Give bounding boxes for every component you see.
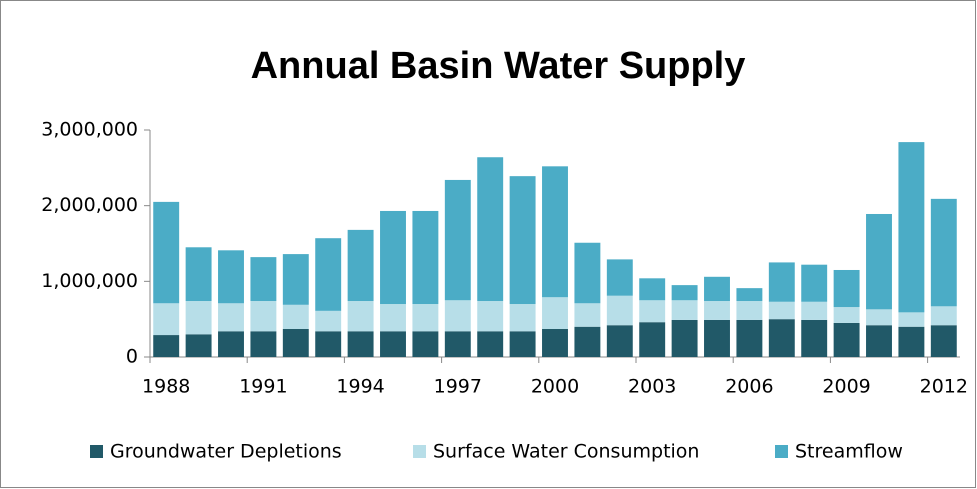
- bar-segment: [282, 304, 309, 330]
- bar-segment: [833, 269, 860, 308]
- bar-segment: [477, 157, 504, 302]
- bar-segment: [347, 229, 374, 302]
- bar-segment: [412, 304, 439, 332]
- bar-segment: [898, 312, 925, 327]
- bar-segment: [866, 213, 892, 310]
- chart-title: Annual Basin Water Supply: [251, 45, 746, 87]
- bar-segment: [833, 322, 860, 357]
- bar-segment: [574, 303, 601, 327]
- y-tick-label: 2,000,000: [41, 194, 138, 216]
- bar-segment: [444, 300, 471, 332]
- bar-segment: [930, 325, 957, 357]
- bar-segment: [930, 198, 957, 307]
- bar-segment: [185, 301, 212, 335]
- legend-swatch: [413, 445, 426, 458]
- legend-swatch: [775, 445, 788, 458]
- bar-segment: [639, 300, 666, 323]
- legend-label: Groundwater Depletions: [110, 441, 342, 463]
- x-tick-label: 2006: [725, 376, 773, 398]
- y-tick-label: 3,000,000: [41, 119, 138, 141]
- bar-segment: [315, 331, 342, 357]
- bar-segment: [347, 301, 374, 332]
- bar-segment: [606, 259, 633, 296]
- legend-swatch: [90, 445, 103, 458]
- legend-label: Streamflow: [795, 441, 903, 463]
- x-tick-label: 2012: [920, 376, 968, 398]
- bar-segment: [315, 310, 342, 332]
- bar-segment: [574, 326, 601, 357]
- bar-segment: [509, 176, 536, 305]
- bar-segment: [606, 295, 633, 326]
- bar-segment: [866, 325, 892, 357]
- bar-segment: [639, 278, 666, 301]
- bar-segment: [671, 285, 698, 301]
- bar-segment: [898, 142, 925, 313]
- bar-segment: [477, 331, 504, 357]
- bar-segment: [704, 301, 730, 320]
- bar-segment: [704, 319, 730, 357]
- bar-segment: [444, 331, 471, 357]
- bar-segment: [380, 331, 406, 357]
- bar-segment: [250, 257, 277, 302]
- bar-segment: [153, 303, 180, 336]
- bar-segment: [898, 326, 925, 357]
- bar-segment: [801, 301, 828, 320]
- x-tick-label: 1988: [142, 376, 190, 398]
- x-tick-label: 2000: [531, 376, 579, 398]
- bar-segment: [736, 319, 763, 357]
- bar-segment: [380, 304, 406, 332]
- bar-segment: [542, 297, 568, 330]
- bar-segment: [736, 301, 763, 320]
- bar-segment: [218, 331, 244, 357]
- bar-segment: [639, 322, 666, 357]
- bar-segment: [866, 309, 892, 326]
- bar-segment: [542, 329, 568, 357]
- bar-segment: [185, 334, 212, 357]
- bar-segment: [250, 301, 277, 332]
- bar-segment: [412, 331, 439, 357]
- bar-segment: [768, 301, 795, 320]
- legend-label: Surface Water Consumption: [433, 441, 699, 463]
- y-tick-label: 0: [126, 346, 138, 368]
- bar-segment: [833, 307, 860, 323]
- bar-segment: [801, 264, 828, 302]
- bar-segment: [768, 319, 795, 357]
- bar-segment: [671, 300, 698, 320]
- x-tick-label: 1994: [336, 376, 384, 398]
- bar-segment: [250, 331, 277, 357]
- bar-segment: [606, 325, 633, 357]
- bar-segment: [444, 179, 471, 301]
- y-tick-label: 1,000,000: [41, 270, 138, 292]
- bar-segment: [412, 210, 439, 305]
- bar-segment: [930, 306, 957, 326]
- bar-segment: [315, 238, 342, 311]
- bar-segment: [509, 304, 536, 332]
- bar-segment: [218, 250, 244, 304]
- x-tick-label: 2009: [822, 376, 870, 398]
- bar-segment: [574, 242, 601, 304]
- bar-segment: [380, 210, 406, 305]
- bar-segment: [153, 201, 180, 304]
- bar-segment: [282, 329, 309, 357]
- bar-segment: [768, 262, 795, 302]
- x-tick-label: 1991: [239, 376, 287, 398]
- x-tick-label: 2003: [628, 376, 676, 398]
- bar-segment: [704, 276, 730, 302]
- bar-segment: [282, 254, 309, 305]
- bar-segment: [477, 301, 504, 332]
- bar-segment: [218, 303, 244, 332]
- bar-segment: [185, 247, 212, 302]
- bar-segment: [801, 319, 828, 357]
- bar-segment: [347, 331, 374, 357]
- bar-segment: [671, 319, 698, 357]
- bar-segment: [736, 288, 763, 302]
- bar-segment: [153, 335, 180, 357]
- x-tick-label: 1997: [434, 376, 482, 398]
- bar-segment: [542, 166, 568, 298]
- bar-segment: [509, 331, 536, 357]
